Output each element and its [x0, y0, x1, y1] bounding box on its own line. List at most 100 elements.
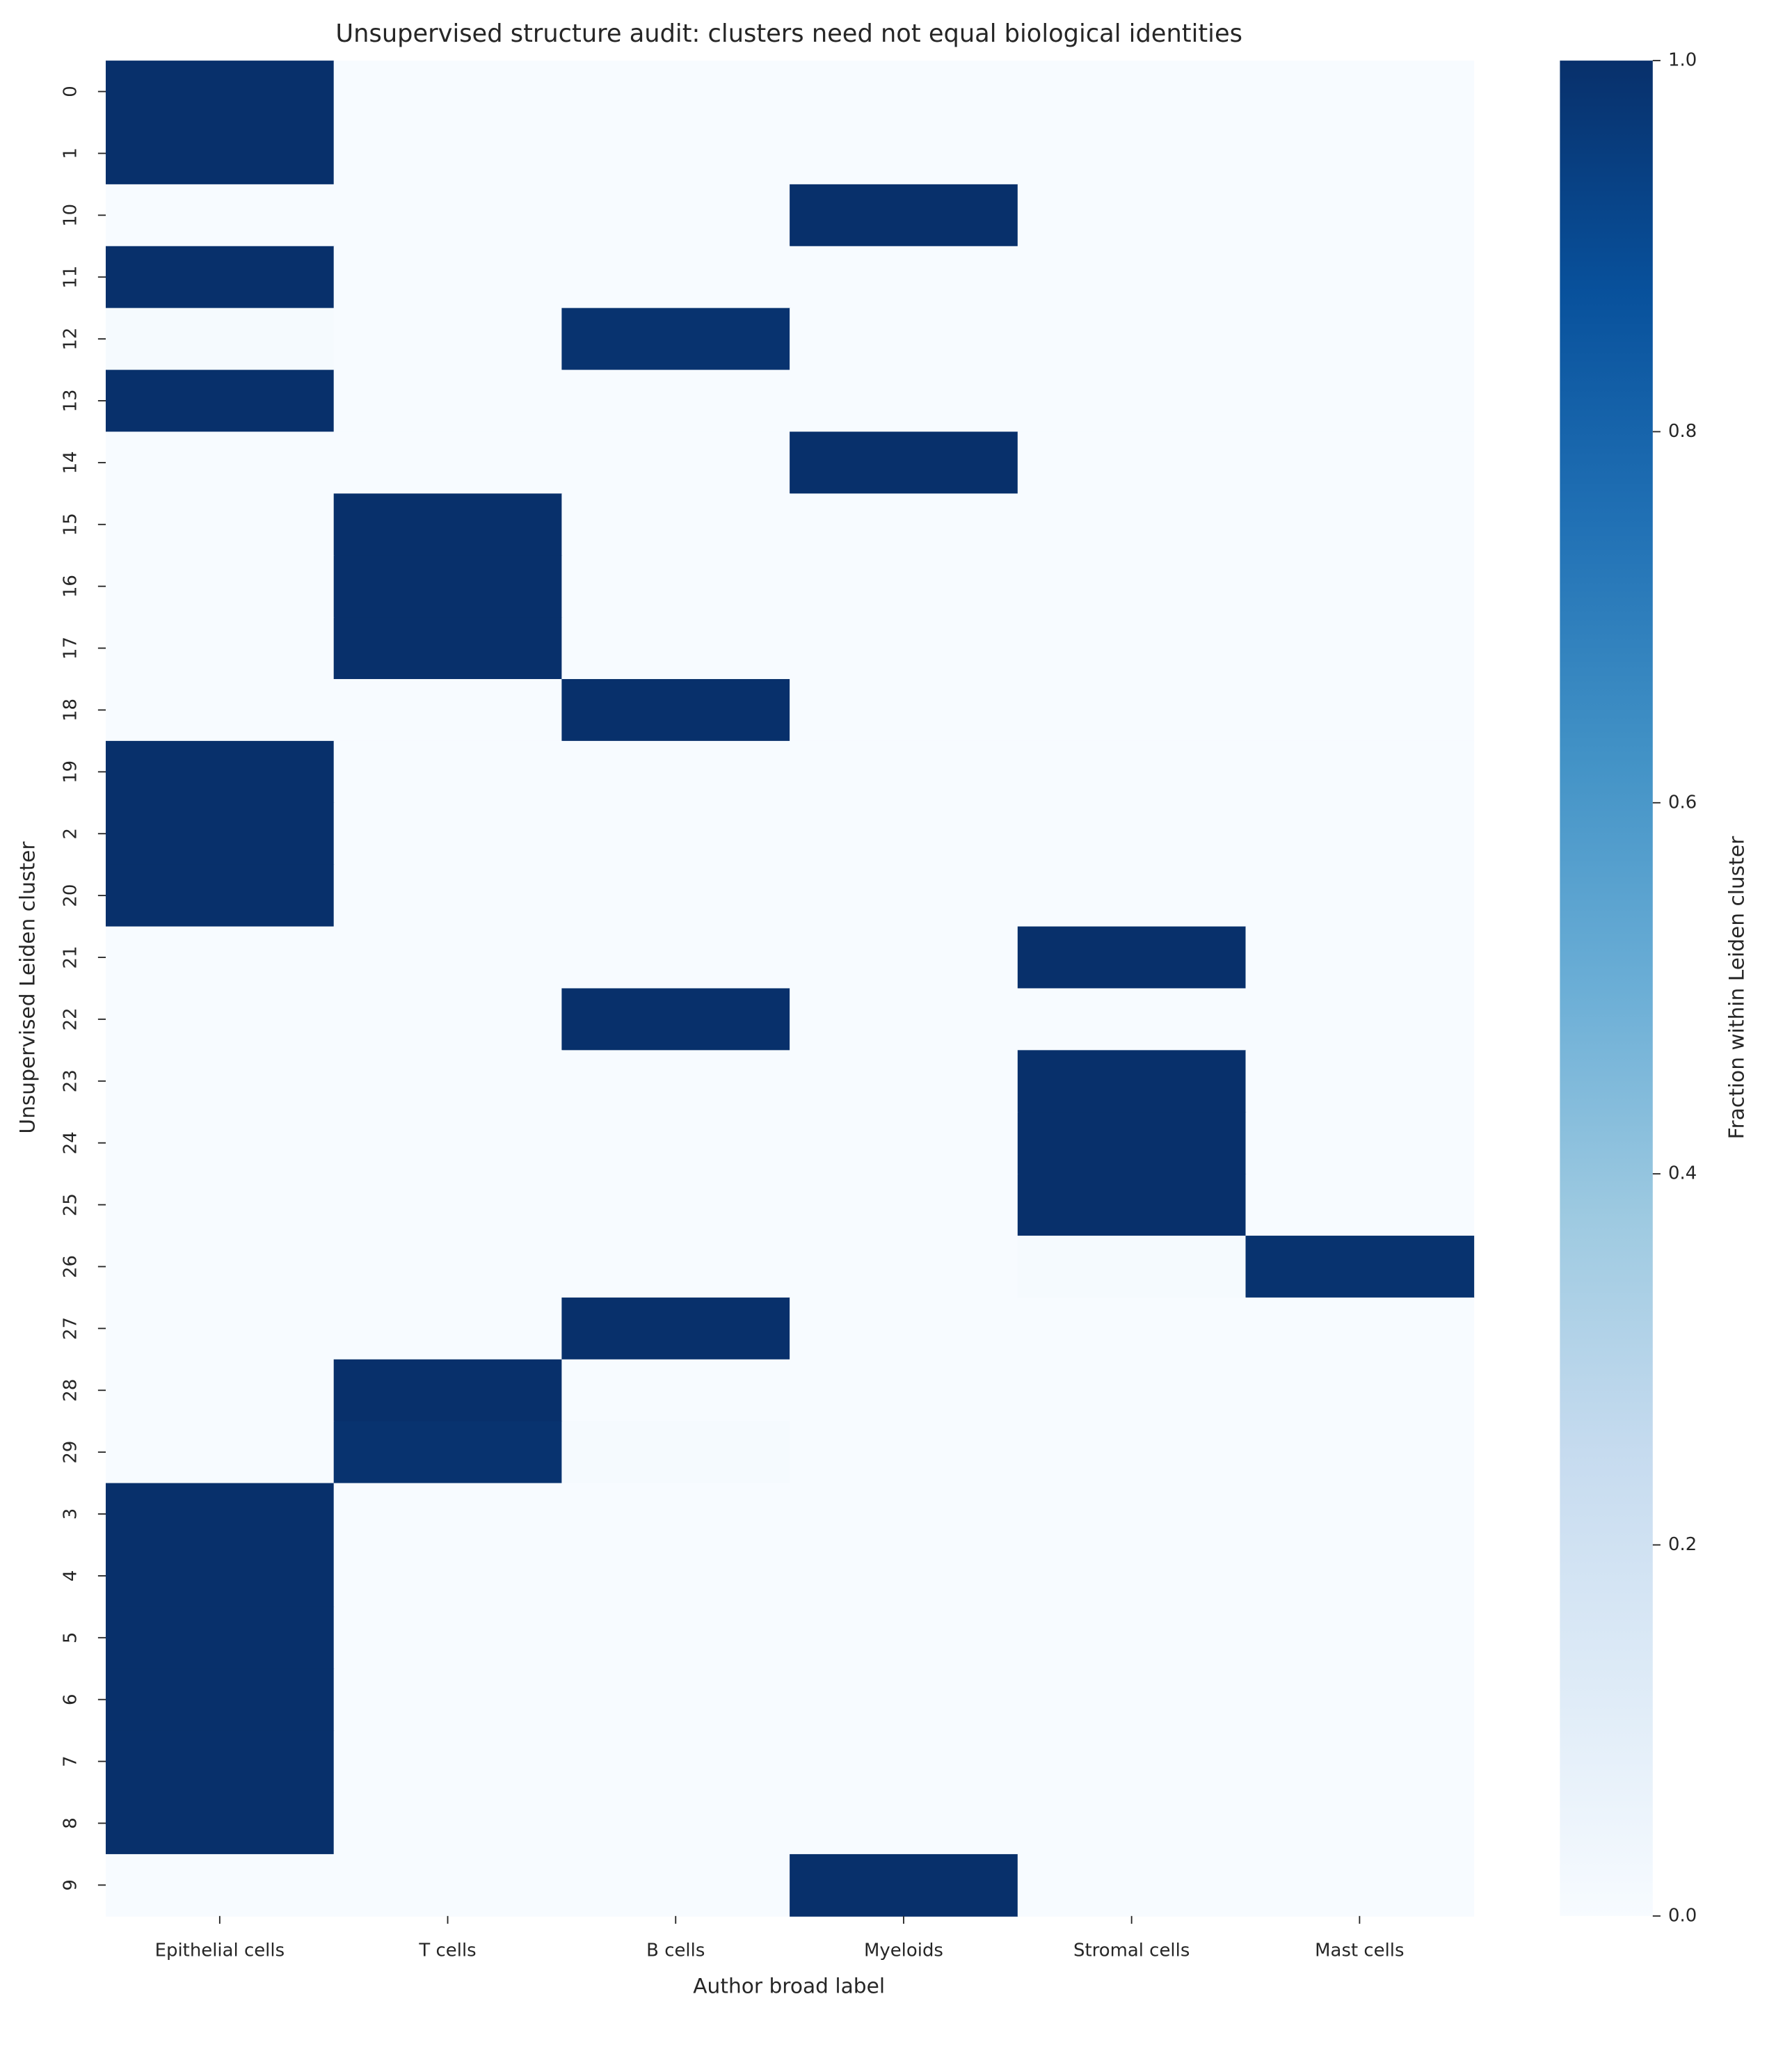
heatmap-cell [333, 1483, 563, 1546]
heatmap-cell [1245, 1730, 1475, 1793]
heatmap-cell [105, 1297, 335, 1360]
heatmap-cell [333, 1112, 563, 1175]
heatmap-cell [1245, 1792, 1475, 1855]
heatmap-cell [561, 184, 791, 247]
x-tick-label: Myeloids [864, 1940, 943, 1961]
heatmap-cell [561, 1174, 791, 1236]
heatmap-cell [1245, 740, 1475, 804]
heatmap-cell [333, 493, 563, 557]
heatmap-cell [561, 1236, 791, 1298]
heatmap-cell [105, 1668, 335, 1732]
heatmap-cell [561, 864, 791, 927]
y-tick-label: 8 [60, 1817, 81, 1829]
heatmap-cell [790, 988, 1018, 1051]
heatmap-cell [561, 802, 791, 866]
heatmap-cell [333, 1297, 563, 1360]
colorbar-tick-label: 0.4 [1668, 1163, 1697, 1184]
heatmap-cell [790, 1483, 1018, 1546]
heatmap-cell [105, 679, 335, 742]
y-tick-label: 0 [60, 86, 81, 97]
heatmap-cell [790, 740, 1018, 804]
x-tick-label: Stromal cells [1073, 1940, 1190, 1961]
heatmap-cell [105, 246, 335, 309]
heatmap-cell [1245, 679, 1475, 742]
heatmap-cell [333, 308, 563, 371]
heatmap-cell [1017, 1730, 1247, 1793]
heatmap-cell [105, 1236, 335, 1298]
heatmap-cell [1017, 617, 1247, 680]
heatmap-cell [790, 431, 1018, 495]
heatmap-cell [561, 1730, 791, 1793]
heatmap-cell [561, 122, 791, 185]
heatmap-cell [333, 1359, 563, 1422]
heatmap-cell [790, 802, 1018, 866]
heatmap-cell [790, 1730, 1018, 1793]
heatmap-cell [1245, 555, 1475, 619]
heatmap-cell [1017, 1792, 1247, 1855]
y-tick-label: 27 [60, 1317, 81, 1340]
heatmap-cell [1017, 1174, 1247, 1236]
heatmap-cell [790, 246, 1018, 309]
colorbar-tick-label: 1.0 [1668, 50, 1697, 71]
heatmap-cell [333, 1730, 563, 1793]
heatmap-cell [1017, 246, 1247, 309]
colorbar-tick-label: 0.6 [1668, 792, 1697, 813]
colorbar-tick-label: 0.8 [1668, 421, 1697, 442]
heatmap-cell [105, 1730, 335, 1793]
heatmap-cell [105, 431, 335, 495]
heatmap-cell [1245, 926, 1475, 989]
heatmap-cell [561, 988, 791, 1051]
heatmap-cell [1017, 802, 1247, 866]
heatmap-cell [333, 555, 563, 619]
heatmap-cell [561, 493, 791, 557]
heatmap-cell [1245, 864, 1475, 927]
y-tick-label: 26 [60, 1255, 81, 1278]
heatmap-cell [1245, 493, 1475, 557]
y-tick-label: 11 [60, 266, 81, 289]
heatmap-cell [105, 308, 335, 371]
heatmap-cell [333, 1668, 563, 1732]
heatmap-cell [561, 1112, 791, 1175]
y-tick-label: 7 [60, 1755, 81, 1767]
heatmap-cell [790, 184, 1018, 247]
heatmap-cell [333, 61, 563, 123]
heatmap-cell [790, 1545, 1018, 1608]
heatmap-cell [1245, 1668, 1475, 1732]
heatmap-cell [333, 1792, 563, 1855]
heatmap-cell [105, 493, 335, 557]
heatmap-cell [1245, 246, 1475, 309]
y-tick-label: 12 [60, 328, 81, 351]
heatmap-cell [790, 617, 1018, 680]
heatmap-cell [561, 555, 791, 619]
x-axis-title: Author broad label [693, 1973, 885, 1998]
heatmap-cell [1245, 369, 1475, 433]
heatmap-cell [333, 988, 563, 1051]
heatmap-cell [333, 864, 563, 927]
heatmap-cell [1245, 617, 1475, 680]
heatmap-cell [105, 988, 335, 1051]
colorbar [1560, 61, 1653, 1916]
heatmap-cell [1017, 740, 1247, 804]
colorbar-title: Fraction within Leiden cluster [1725, 836, 1749, 1139]
heatmap-cell [105, 122, 335, 185]
heatmap-cell [333, 740, 563, 804]
y-tick-label: 22 [60, 1007, 81, 1030]
y-tick-label: 17 [60, 637, 81, 660]
y-tick-label: 4 [60, 1570, 81, 1582]
heatmap-cell [790, 1236, 1018, 1298]
heatmap-cell [333, 1421, 563, 1484]
heatmap-cell [333, 1050, 563, 1113]
heatmap-cell [333, 369, 563, 433]
heatmap-cell [1245, 1421, 1475, 1484]
heatmap-cell [790, 1606, 1018, 1670]
heatmap-cell [790, 61, 1018, 123]
heatmap-cell [1245, 1050, 1475, 1113]
heatmap-cell [105, 369, 335, 433]
heatmap-cell [1017, 369, 1247, 433]
heatmap-cell [1245, 988, 1475, 1051]
x-tick-label: B cells [646, 1940, 705, 1961]
heatmap-cell [790, 1668, 1018, 1732]
heatmap-cell [1017, 555, 1247, 619]
heatmap-cell [333, 1606, 563, 1670]
